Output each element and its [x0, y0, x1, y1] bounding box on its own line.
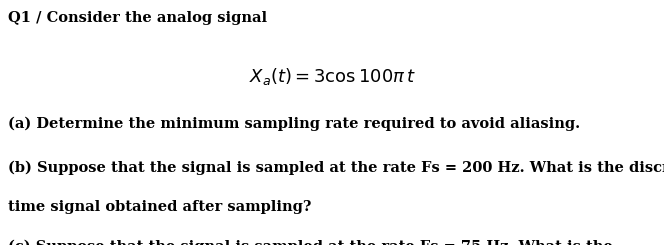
Text: (b) Suppose that the signal is sampled at the rate Fs = 200 Hz. What is the disc: (b) Suppose that the signal is sampled a…: [8, 160, 664, 175]
Text: (c) Suppose that the signal is sampled at the rate Fs = 75 Hz. What is the: (c) Suppose that the signal is sampled a…: [8, 240, 613, 245]
Text: Q1 / Consider the analog signal: Q1 / Consider the analog signal: [8, 11, 267, 25]
Text: (a) Determine the minimum sampling rate required to avoid aliasing.: (a) Determine the minimum sampling rate …: [8, 116, 580, 131]
Text: time signal obtained after sampling?: time signal obtained after sampling?: [8, 200, 311, 214]
Text: $X_a(t) = 3 \cos 100\pi\, t$: $X_a(t) = 3 \cos 100\pi\, t$: [248, 66, 416, 87]
